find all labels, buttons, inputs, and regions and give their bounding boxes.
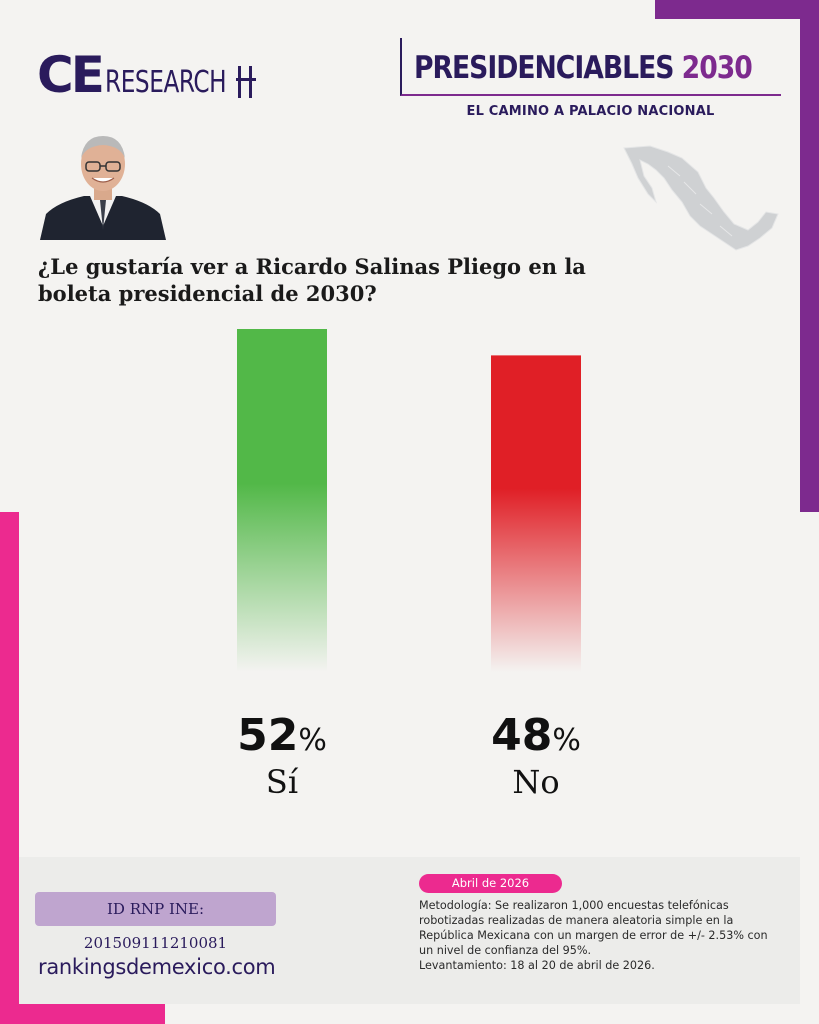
value-unit-1: %	[552, 723, 581, 758]
survey-question: ¿Le gustaría ver a Ricardo Salinas Plieg…	[38, 254, 586, 306]
page-title: PRESIDENCIABLES 2030	[414, 48, 753, 88]
candidate-avatar	[40, 136, 166, 240]
logo-hash-mark-icon	[235, 66, 256, 98]
category-label-0: Sí	[266, 763, 299, 801]
logo-research: RESEARCH	[104, 65, 227, 100]
mexico-map-icon	[623, 145, 779, 251]
title-year: 2030	[681, 50, 753, 86]
website-link[interactable]: rankingsdemexico.com	[38, 955, 276, 979]
page-subtitle: EL CAMINO A PALACIO NACIONAL	[466, 104, 715, 119]
value-unit-0: %	[298, 723, 327, 758]
pink-frame-bottom	[0, 1004, 165, 1024]
methodology-text: Metodología: Se realizaron 1,000 encuest…	[419, 898, 785, 973]
value-label-1: 48%	[491, 710, 581, 761]
title-frame	[400, 38, 781, 96]
rnp-id-badge: ID RNP INE: 201509111210081	[35, 892, 276, 952]
date-badge: Abril de 2026	[419, 874, 562, 893]
logo-ce: CE	[37, 46, 105, 104]
footer-panel	[19, 857, 800, 1004]
purple-frame-right	[800, 0, 819, 512]
bar-0	[237, 329, 327, 672]
purple-frame-top	[655, 0, 819, 19]
fieldwork-dates: Levantamiento: 18 al 20 de abril de 2026…	[419, 959, 655, 972]
methodology-description: Metodología: Se realizaron 1,000 encuest…	[419, 899, 768, 957]
ce-research-logo: CE RESEARCH	[37, 48, 256, 100]
category-label-1: No	[512, 763, 559, 801]
bar-1	[491, 355, 581, 672]
pink-frame-left	[0, 512, 19, 1024]
title-main: PRESIDENCIABLES	[414, 50, 682, 86]
value-label-0: 52%	[237, 710, 327, 761]
